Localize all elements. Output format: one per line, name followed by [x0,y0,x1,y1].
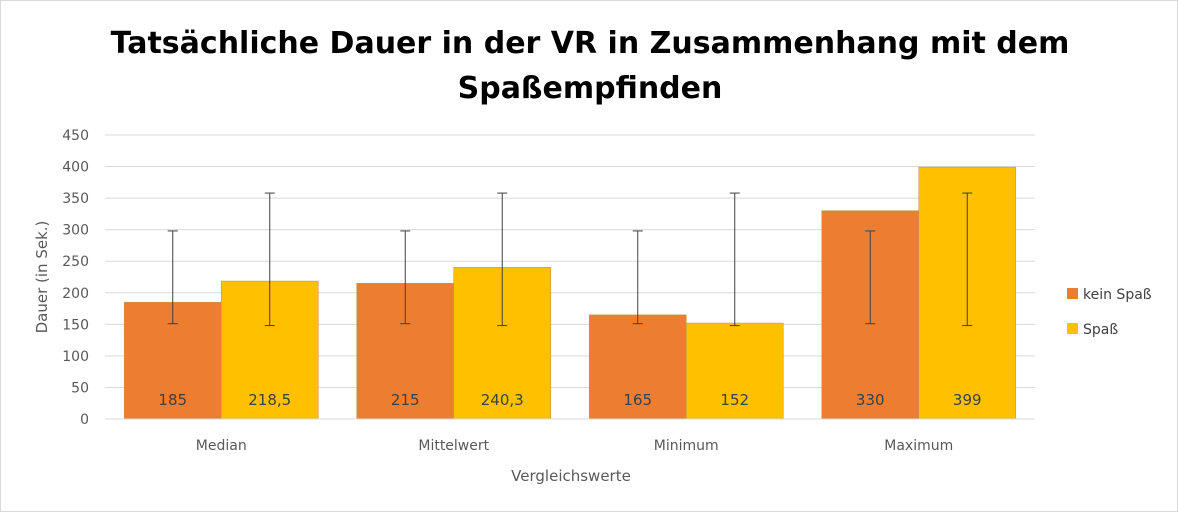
y-tick-label: 450 [62,128,89,144]
error-bars [167,192,973,327]
data-label: 152 [720,391,749,409]
x-tick-label: Median [196,438,247,454]
x-axis-ticks: Median Mittelwert Minimum Maximum [196,438,953,454]
data-label: 330 [856,391,885,409]
legend-swatch [1067,323,1078,334]
y-tick-label: 50 [71,380,89,396]
y-tick-label: 0 [80,412,89,428]
bar-spass [685,322,784,420]
y-axis-title: Dauer (in Sek.) [33,221,51,334]
x-tick-label: Maximum [884,438,953,454]
y-tick-label: 350 [62,191,89,207]
data-label: 215 [391,391,420,409]
chart-title-line-2: Spaßempfinden [458,71,723,106]
legend-label: kein Spaß [1083,287,1152,303]
data-labels: 185 218,5 215 240,3 165 152 330 399 [158,391,981,409]
data-label: 240,3 [481,391,524,409]
y-tick-label: 100 [62,349,89,365]
y-tick-label: 300 [62,223,89,239]
y-tick-label: 200 [62,286,89,302]
chart-title-line-1: Tatsächliche Dauer in der VR in Zusammen… [111,26,1070,61]
legend-label: Spaß [1083,322,1118,338]
data-label: 165 [623,391,652,409]
legend: kein Spaß Spaß [1067,287,1152,338]
y-tick-label: 150 [62,317,89,333]
data-label: 218,5 [248,391,291,409]
y-tick-label: 250 [62,254,89,270]
y-axis-ticks: 0 50 100 150 200 250 300 350 400 450 [62,128,89,428]
legend-swatch [1067,288,1078,299]
y-tick-label: 400 [62,160,89,176]
data-label: 399 [953,391,982,409]
x-tick-label: Minimum [654,438,719,454]
x-tick-label: Mittelwert [418,438,489,454]
x-axis-title: Vergleichswerte [511,467,631,485]
data-label: 185 [158,391,187,409]
